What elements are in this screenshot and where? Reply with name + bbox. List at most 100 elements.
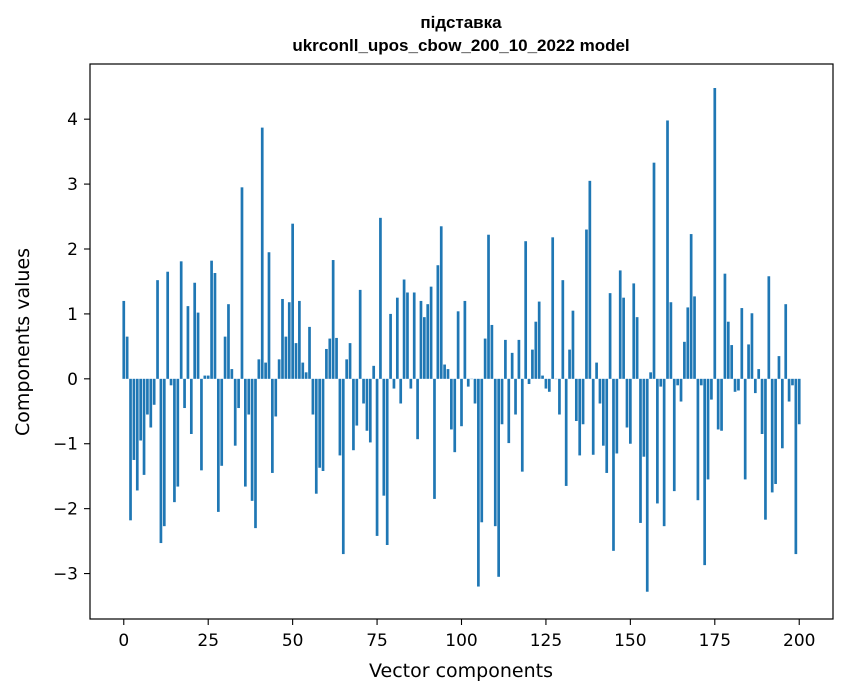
bar bbox=[345, 359, 349, 379]
bar bbox=[335, 337, 338, 379]
bar bbox=[780, 378, 784, 449]
bar bbox=[787, 378, 791, 402]
bar bbox=[460, 378, 463, 427]
bar bbox=[426, 304, 430, 379]
bar bbox=[581, 378, 585, 425]
bar bbox=[169, 378, 173, 386]
bar bbox=[615, 378, 619, 454]
bar bbox=[450, 378, 453, 430]
bar bbox=[318, 378, 321, 468]
bar bbox=[683, 341, 686, 379]
bar bbox=[135, 378, 139, 491]
bar bbox=[777, 356, 781, 379]
bar bbox=[173, 378, 176, 503]
bar bbox=[247, 378, 251, 415]
bar bbox=[196, 312, 200, 379]
plot-frame bbox=[89, 63, 834, 620]
bar bbox=[416, 378, 419, 440]
bar bbox=[129, 378, 132, 521]
bar bbox=[517, 339, 521, 379]
bar bbox=[257, 359, 261, 379]
bar bbox=[189, 378, 193, 434]
bar bbox=[706, 378, 710, 480]
bar bbox=[483, 338, 487, 379]
bar bbox=[294, 343, 298, 379]
x-tick-label: 25 bbox=[197, 631, 219, 651]
bar bbox=[389, 313, 392, 379]
bar bbox=[277, 359, 281, 379]
bar bbox=[578, 378, 582, 456]
bar bbox=[176, 378, 180, 487]
bar bbox=[629, 378, 632, 444]
bar bbox=[240, 187, 244, 379]
bar bbox=[152, 378, 156, 405]
bar bbox=[608, 293, 612, 379]
bar bbox=[375, 378, 379, 536]
bar bbox=[666, 120, 669, 379]
bar bbox=[669, 302, 673, 379]
bar bbox=[632, 283, 636, 379]
bar bbox=[541, 375, 544, 379]
bar bbox=[439, 226, 443, 379]
bar bbox=[544, 378, 548, 389]
bar bbox=[784, 304, 788, 379]
bar bbox=[645, 378, 649, 592]
bar bbox=[480, 378, 484, 523]
bar bbox=[284, 336, 288, 379]
bar bbox=[686, 307, 690, 379]
bar bbox=[659, 378, 663, 387]
bar bbox=[379, 217, 382, 379]
bar bbox=[365, 378, 369, 431]
bar bbox=[477, 378, 480, 587]
bar bbox=[139, 378, 143, 441]
bar bbox=[419, 300, 423, 379]
bar bbox=[595, 362, 598, 379]
bar bbox=[574, 378, 578, 422]
bar bbox=[304, 372, 308, 379]
bar bbox=[743, 378, 747, 480]
y-tick-label: −2 bbox=[53, 500, 78, 520]
bar bbox=[463, 300, 467, 379]
bar bbox=[220, 378, 224, 466]
bar bbox=[308, 326, 311, 379]
bar bbox=[193, 282, 197, 379]
bar bbox=[159, 378, 163, 544]
bar bbox=[244, 378, 247, 487]
bar bbox=[392, 378, 396, 389]
bar bbox=[433, 378, 436, 499]
bar bbox=[446, 369, 450, 379]
x-tick-label: 125 bbox=[530, 631, 562, 651]
bar bbox=[571, 310, 575, 379]
bar bbox=[213, 273, 217, 379]
bar bbox=[125, 336, 129, 379]
bar bbox=[723, 273, 727, 379]
bar bbox=[564, 378, 568, 486]
bar bbox=[504, 339, 507, 379]
bar bbox=[132, 378, 136, 460]
bar bbox=[588, 180, 592, 379]
bar bbox=[233, 378, 237, 446]
bar bbox=[179, 261, 183, 379]
bar bbox=[524, 241, 528, 379]
x-tick-label: 0 bbox=[118, 631, 129, 651]
bar bbox=[507, 378, 511, 444]
y-tick-label: 4 bbox=[67, 110, 78, 130]
bar bbox=[693, 296, 696, 379]
x-tick-label: 75 bbox=[366, 631, 388, 651]
y-tick-label: 1 bbox=[67, 305, 78, 325]
bar bbox=[703, 378, 707, 566]
bar bbox=[561, 280, 565, 379]
bar bbox=[774, 378, 777, 484]
bar bbox=[362, 378, 365, 404]
bar bbox=[726, 321, 730, 379]
bar bbox=[341, 378, 345, 555]
bar bbox=[423, 317, 426, 379]
bar bbox=[355, 378, 359, 426]
bar bbox=[514, 378, 517, 415]
bar bbox=[146, 378, 149, 415]
bar bbox=[497, 378, 500, 577]
bar bbox=[750, 313, 754, 379]
bar bbox=[358, 289, 362, 379]
bar bbox=[625, 378, 629, 428]
